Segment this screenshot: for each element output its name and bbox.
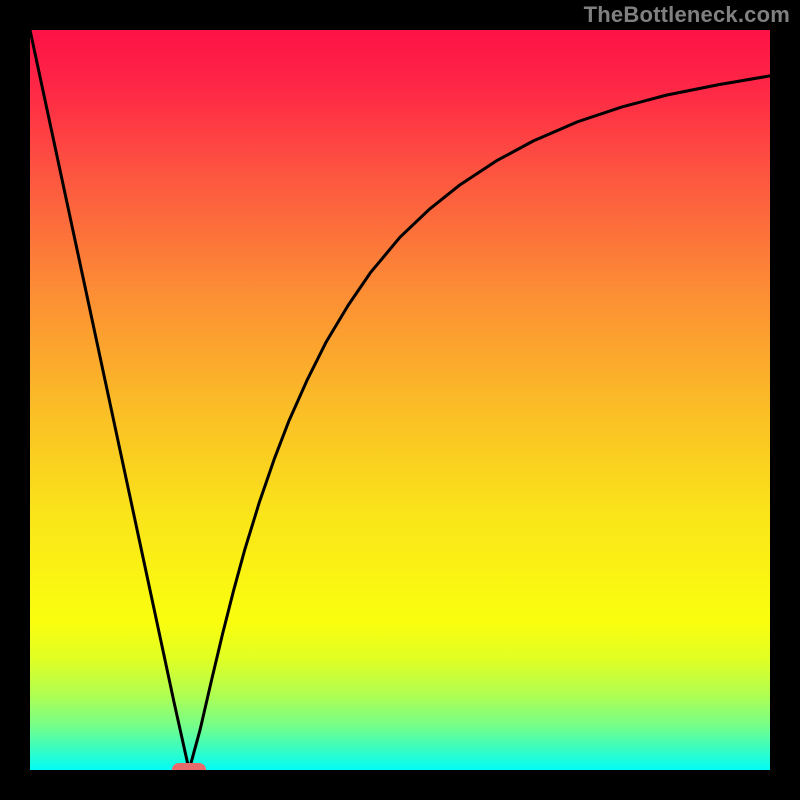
vertex-marker bbox=[172, 763, 205, 770]
curve-line bbox=[30, 30, 770, 770]
attribution-label: TheBottleneck.com bbox=[584, 2, 790, 28]
plot-area bbox=[30, 30, 770, 770]
chart-outer-frame: TheBottleneck.com bbox=[0, 0, 800, 800]
